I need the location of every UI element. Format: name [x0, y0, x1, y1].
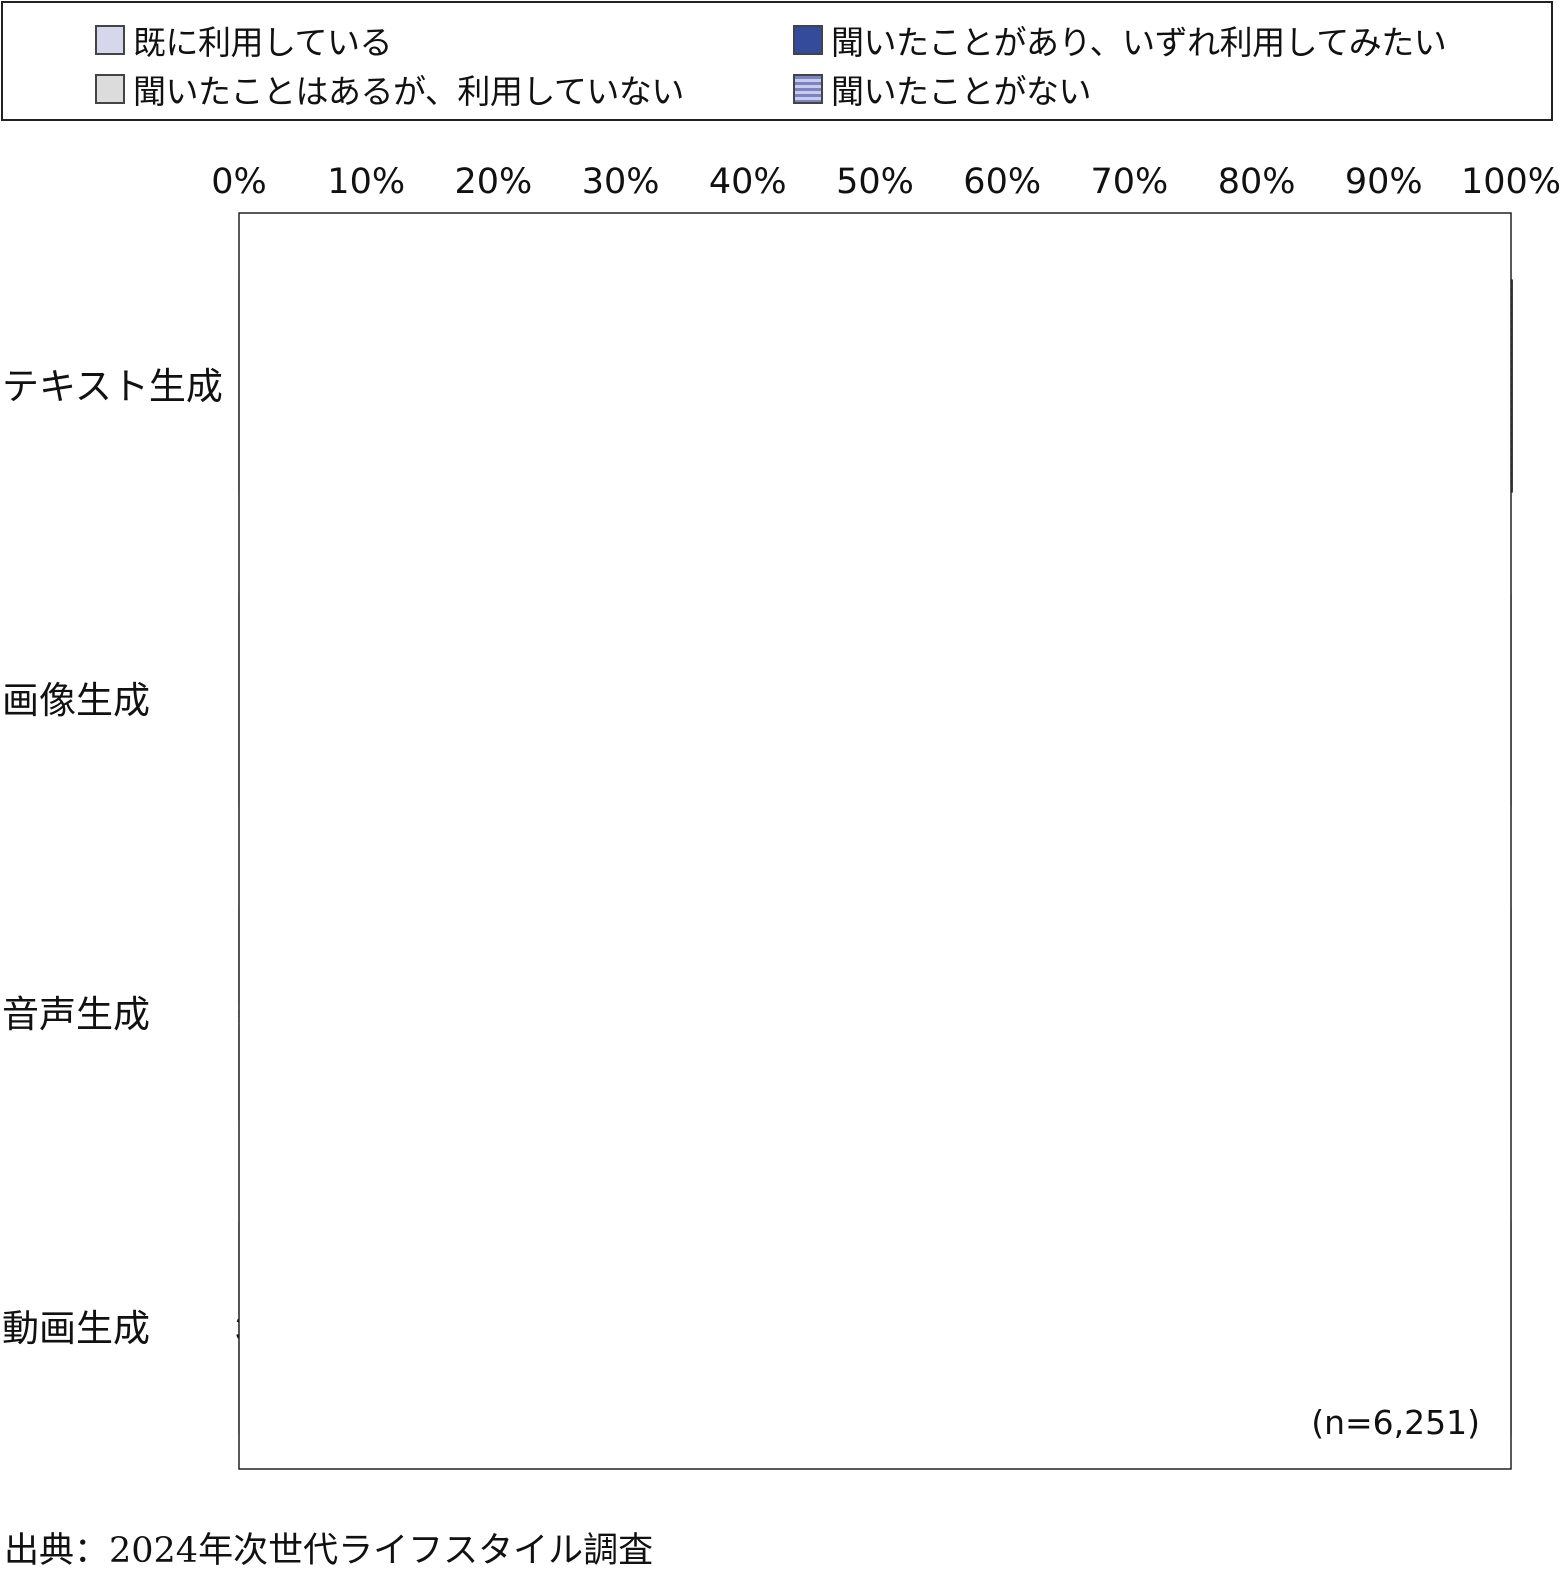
legend-item-never-heard: 聞いたことがない [793, 69, 1092, 111]
category-label: テキスト生成 [2, 365, 223, 408]
legend-label: 聞いたことがない [831, 72, 1092, 111]
legend-label: 既に利用している [133, 23, 393, 62]
x-tick-label: 40% [709, 162, 787, 202]
legend-item-want-to-use: 聞いたことがあり、いずれ利用してみたい [793, 20, 1447, 62]
category-label: 動画生成 [2, 1307, 150, 1350]
x-tick-label: 20% [455, 162, 533, 202]
stacked-bar-chart: 7.917.431.743.14.417.032.845.83.616.732.… [2, 162, 1561, 1470]
legend-swatch [95, 25, 125, 55]
legend-label: 聞いたことがあり、いずれ利用してみたい [831, 23, 1447, 62]
legend-item-heard-not-using: 聞いたことはあるが、利用していない [95, 69, 684, 111]
legend-label: 聞いたことはあるが、利用していない [133, 72, 684, 111]
category-label: 音声生成 [2, 993, 150, 1036]
x-tick-label: 90% [1345, 162, 1423, 202]
legend-swatch [95, 74, 125, 104]
x-tick-label: 0% [211, 162, 267, 202]
x-tick-label: 10% [327, 162, 405, 202]
legend-swatch-striped [793, 74, 823, 104]
category-label: 画像生成 [2, 679, 150, 722]
sample-size-note: (n=6,251) [1311, 1403, 1480, 1442]
x-tick-label: 70% [1091, 162, 1169, 202]
legend-item-already-using: 既に利用している [95, 20, 393, 62]
source-citation: 出典：2024年次世代ライフスタイル調査 [4, 1531, 654, 1571]
x-tick-label: 100% [1461, 162, 1561, 202]
x-tick-label: 30% [582, 162, 660, 202]
legend: 既に利用している 聞いたことがあり、いずれ利用してみたい 聞いたことはあるが、利… [1, 1, 1553, 121]
x-tick-label: 60% [963, 162, 1041, 202]
legend-swatch [793, 25, 823, 55]
plot-frame [238, 212, 1512, 1470]
x-tick-label: 80% [1218, 162, 1296, 202]
x-tick-label: 50% [836, 162, 914, 202]
